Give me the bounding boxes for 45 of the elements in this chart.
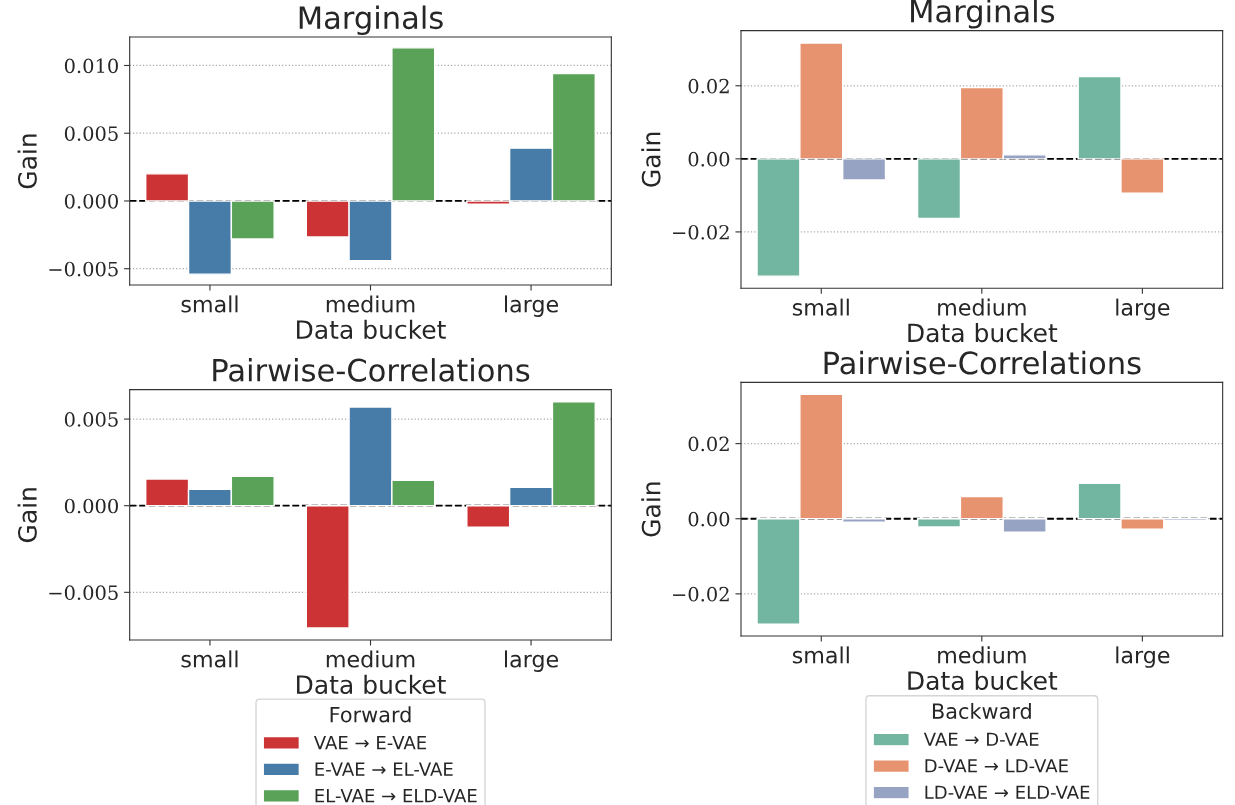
legend-label: D-VAE → LD-VAE: [925, 759, 1068, 773]
y-axis-title: Gain: [17, 134, 37, 189]
y-axis-title: Gain: [17, 488, 37, 543]
x-tick-label: large: [1116, 646, 1170, 668]
legend-label: LD-VAE → ELD-VAE: [925, 785, 1090, 799]
y-tick-label: 0.00: [688, 151, 730, 167]
legend-label: VAE → E-VAE: [313, 736, 427, 750]
y-axis-title: Gain: [641, 482, 661, 537]
y-tick-label: 0.02: [688, 78, 729, 94]
x-axis-title: Data bucket: [297, 674, 446, 695]
chart-title: Marginals: [299, 5, 443, 36]
x-tick-label: small: [181, 650, 238, 668]
y-axis-title: Gain: [641, 132, 661, 187]
x-tick-label: small: [792, 298, 849, 316]
chart-title: Pairwise-Correlations: [824, 350, 1141, 375]
y-tick-label: −0.02: [673, 224, 729, 240]
x-tick-label: small: [181, 295, 238, 313]
y-tick-label: 0.010: [64, 58, 118, 74]
y-tick-label: 0.005: [64, 412, 118, 427]
y-tick-label: 0.000: [64, 498, 118, 514]
x-tick-label: medium: [326, 650, 415, 668]
y-tick-label: −0.02: [673, 586, 729, 602]
y-tick-label: 0.000: [64, 193, 118, 209]
y-tick-label: −0.005: [49, 261, 118, 277]
x-tick-label: large: [504, 295, 559, 317]
chart-title: Marginals: [911, 0, 1055, 29]
x-axis-title: Data bucket: [908, 670, 1058, 690]
legend-label: E-VAE → EL-VAE: [315, 762, 453, 776]
x-tick-label: medium: [938, 298, 1026, 316]
legend-label: VAE → D-VAE: [923, 732, 1039, 746]
y-tick-label: 0.00: [688, 511, 730, 527]
y-tick-label: 0.005: [64, 126, 118, 141]
y-tick-label: −0.005: [49, 585, 118, 600]
y-tick-label: 0.02: [688, 436, 729, 452]
x-tick-label: small: [792, 646, 849, 664]
legend-label: EL-VAE → ELD-VAE: [315, 789, 477, 803]
x-axis-title: Data bucket: [297, 319, 446, 340]
chart-title: Pairwise-Correlations: [213, 358, 530, 382]
x-tick-label: medium: [326, 295, 415, 313]
x-tick-label: medium: [938, 646, 1026, 664]
legend-title: Backward: [932, 702, 1031, 720]
x-tick-label: large: [504, 650, 559, 672]
x-axis-title: Data bucket: [908, 322, 1058, 343]
x-tick-label: large: [1116, 298, 1170, 321]
legend-title: Forward: [330, 706, 411, 723]
